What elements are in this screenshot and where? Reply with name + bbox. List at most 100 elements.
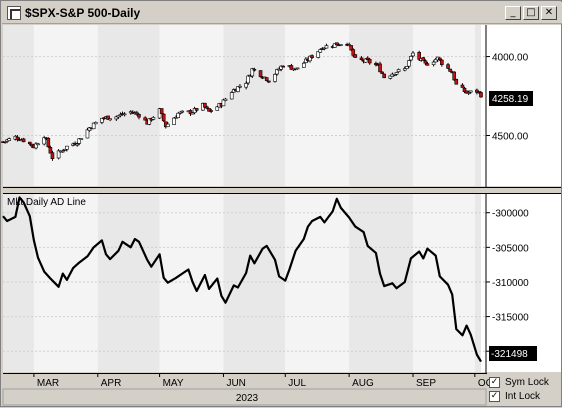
sym-lock-label: Sym Lock	[505, 377, 549, 388]
int-lock-label: Int Lock	[505, 391, 541, 402]
minimize-button[interactable]: _	[505, 6, 521, 20]
price-y-ticks: 4500.00 4000.00	[486, 53, 529, 142]
candle-body	[460, 84, 465, 88]
candle-body	[332, 43, 337, 48]
candle-body	[151, 117, 156, 120]
month-band	[97, 194, 160, 372]
candle-body	[46, 137, 51, 148]
candle-body	[339, 44, 343, 46]
month-band	[285, 25, 350, 186]
candle-body	[308, 55, 312, 62]
candle-body	[359, 57, 364, 60]
month-band	[159, 25, 224, 186]
candle-body	[347, 44, 351, 46]
candle-body	[279, 65, 283, 70]
candle-body	[118, 114, 123, 117]
year-bar	[2, 388, 487, 406]
candle-body	[194, 108, 199, 111]
month-label-may: MAY	[163, 378, 184, 389]
candle-body	[215, 106, 220, 111]
candle-body	[172, 117, 176, 125]
month-band	[3, 194, 34, 372]
candle-body	[75, 143, 79, 146]
ad-last-value: -321498	[491, 349, 528, 360]
candle-body	[85, 129, 90, 139]
month-band	[97, 25, 160, 186]
month-label-apr: APR	[101, 378, 122, 389]
candle-body	[77, 138, 82, 144]
candle-body	[15, 136, 20, 140]
month-band	[33, 194, 98, 372]
candle-body	[477, 91, 481, 93]
candle-body	[114, 116, 119, 120]
candle-body	[396, 69, 401, 72]
candle-body	[431, 61, 436, 65]
int-lock-checkbox[interactable]: ✓	[489, 391, 500, 402]
candle-body	[388, 75, 393, 79]
candle-body	[351, 49, 356, 56]
candle-body	[363, 58, 368, 63]
candle-body	[289, 65, 294, 70]
candle-body	[143, 117, 147, 121]
candle-body	[135, 112, 139, 115]
price-month-bands	[3, 25, 481, 186]
sym-lock-checkbox[interactable]: ✓	[489, 377, 500, 388]
candle-body	[479, 92, 483, 98]
candle-body	[246, 75, 250, 84]
candle-body	[27, 141, 32, 145]
ad-panel-title: Mkt Daily AD Line	[7, 197, 86, 208]
candle-body	[48, 147, 53, 154]
candle-body	[108, 118, 112, 121]
candle-body	[409, 56, 413, 61]
candle-body	[209, 110, 213, 112]
candle-body	[433, 59, 438, 63]
price-last-value-marker: 4258.19	[489, 91, 533, 106]
month-label-mar: MAR	[37, 378, 59, 389]
candle-body	[417, 52, 421, 60]
candle-body	[454, 78, 459, 85]
maximize-button[interactable]: □	[523, 6, 539, 20]
close-button[interactable]: ✕	[541, 6, 557, 20]
candle-body	[382, 73, 386, 79]
candle-body	[452, 71, 457, 81]
month-label-sep: SEP	[416, 378, 436, 389]
candle-body	[392, 74, 397, 76]
candle-body	[207, 108, 211, 112]
candle-body	[466, 92, 471, 94]
candle-body	[137, 114, 141, 118]
candle-body	[448, 68, 452, 72]
candle-body	[116, 115, 121, 118]
candle-body	[378, 63, 382, 73]
candle-body	[42, 137, 47, 145]
candle-body	[221, 99, 226, 107]
ad-axis-area[interactable]	[486, 194, 561, 372]
ad-line-series	[2, 196, 482, 363]
month-label-jul: JUL	[288, 378, 306, 389]
title-bar[interactable]: $SPX-S&P 500-Daily _ □ ✕	[2, 2, 562, 24]
candle-body	[407, 60, 411, 67]
candle-body	[122, 113, 127, 116]
candle-body	[205, 106, 209, 109]
candle-body	[318, 49, 323, 53]
candle-body	[178, 111, 182, 114]
candle-body	[273, 74, 277, 82]
candle-body	[353, 54, 358, 58]
ad-month-bands	[3, 194, 481, 372]
chart-window-icon[interactable]	[7, 6, 21, 20]
candle-body	[264, 77, 269, 81]
month-band	[3, 25, 34, 186]
candle-body	[223, 98, 228, 101]
window-title: $SPX-S&P 500-Daily	[25, 6, 141, 20]
candle-body	[250, 68, 255, 77]
month-band	[223, 194, 286, 372]
price-y-tick-label: 4000.00	[492, 53, 529, 64]
candle-body	[324, 45, 329, 49]
candle-body	[63, 148, 67, 151]
candle-body	[180, 110, 185, 113]
month-labels: MAR APR MAY JUN JUL AUG SEP OCT	[33, 373, 499, 389]
candle-body	[281, 65, 286, 68]
candle-body	[7, 138, 11, 141]
year-label: 2023	[236, 393, 259, 404]
